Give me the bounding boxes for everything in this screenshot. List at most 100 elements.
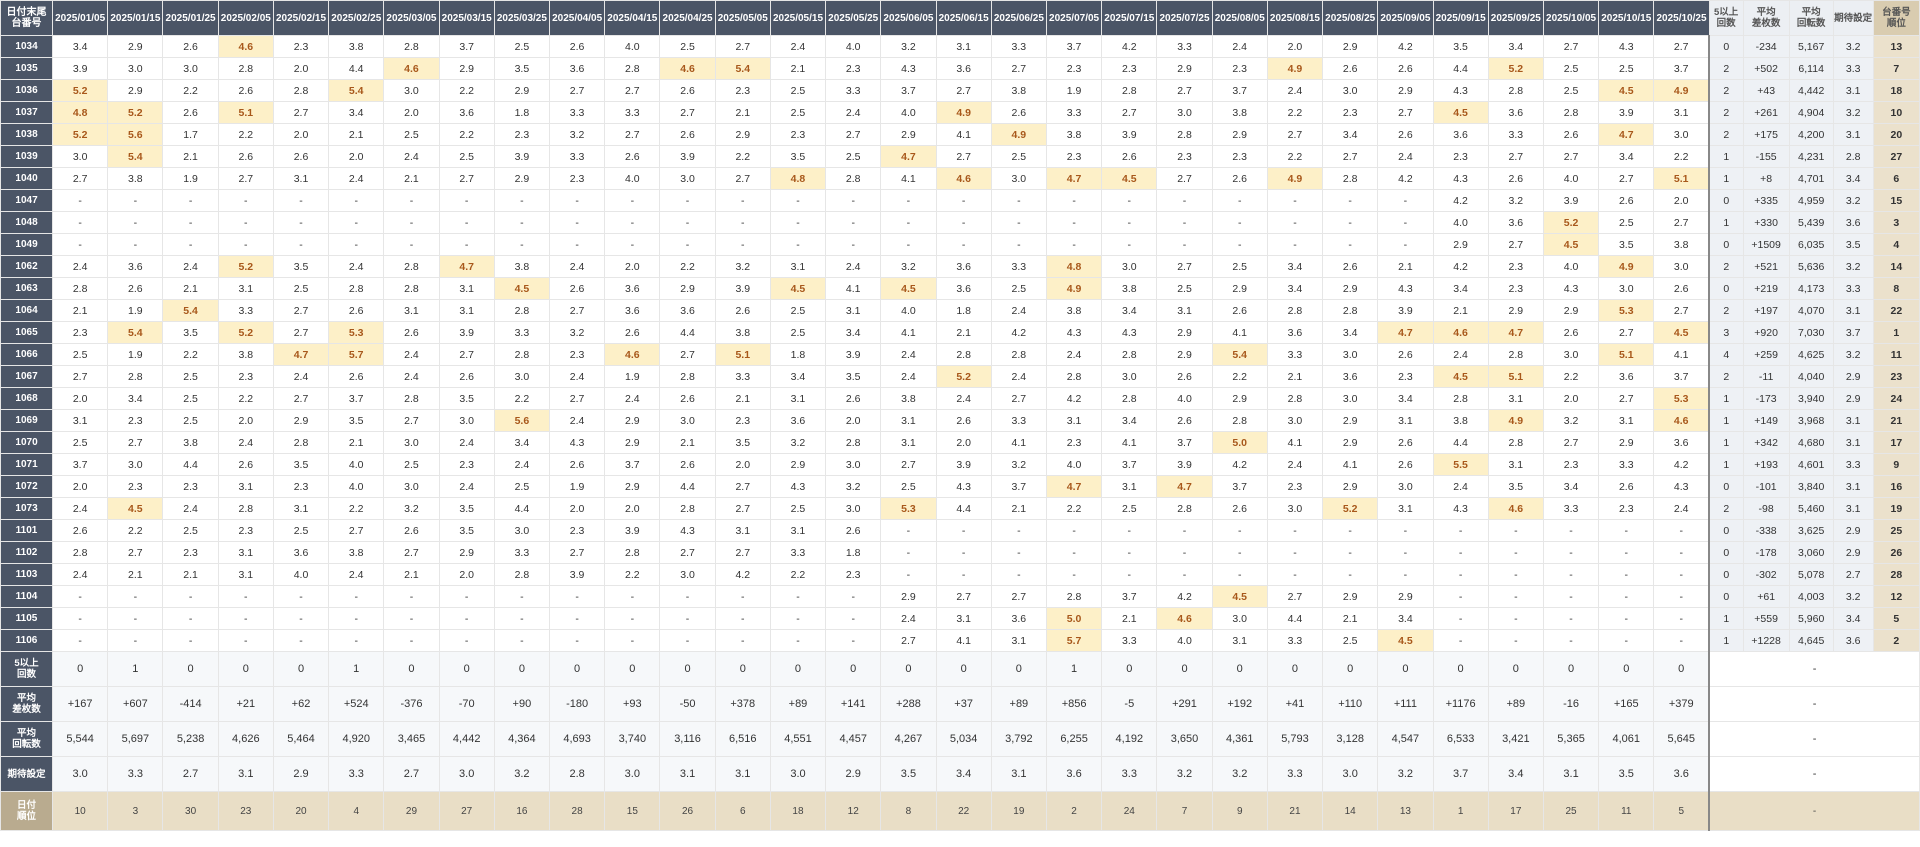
date-header[interactable]: 2025/08/25: [1322, 0, 1379, 36]
value-cell: 2.4: [328, 255, 385, 278]
stat-header[interactable]: 5以上 回数: [1708, 0, 1744, 36]
stat-cell: +920: [1742, 321, 1790, 344]
rank-header[interactable]: 台番号 順位: [1872, 0, 1920, 36]
value-cell: 4.8: [1045, 255, 1103, 278]
date-header[interactable]: 2025/07/15: [1101, 0, 1158, 36]
value-cell: -: [383, 585, 440, 608]
value-cell: 2.3: [714, 79, 771, 102]
value-cell: 5.4: [107, 321, 164, 344]
machine-id[interactable]: 1072: [0, 475, 54, 498]
value-cell: -: [604, 233, 661, 256]
date-header[interactable]: 2025/07/05: [1045, 0, 1103, 36]
date-header[interactable]: 2025/05/15: [769, 0, 827, 36]
machine-id[interactable]: 1103: [0, 563, 54, 586]
machine-id[interactable]: 1106: [0, 629, 54, 652]
machine-id[interactable]: 1071: [0, 453, 54, 476]
value-cell: 5.3: [1653, 387, 1710, 410]
date-header[interactable]: 2025/08/15: [1266, 0, 1324, 36]
machine-id[interactable]: 1064: [0, 299, 54, 322]
date-header[interactable]: 2025/10/15: [1598, 0, 1655, 36]
machine-id[interactable]: 1037: [0, 101, 54, 124]
stat-header[interactable]: 平均 差枚数: [1742, 0, 1790, 36]
date-header[interactable]: 2025/04/25: [659, 0, 716, 36]
stat-header[interactable]: 期待設定: [1832, 0, 1874, 36]
machine-id[interactable]: 1062: [0, 255, 54, 278]
machine-id[interactable]: 1040: [0, 167, 54, 190]
value-cell: 2.9: [272, 409, 330, 432]
machine-id[interactable]: 1038: [0, 123, 54, 146]
machine-id[interactable]: 1101: [0, 519, 54, 542]
machine-id[interactable]: 1070: [0, 431, 54, 454]
machine-id[interactable]: 1049: [0, 233, 54, 256]
machine-id[interactable]: 1035: [0, 57, 54, 80]
machine-id[interactable]: 1105: [0, 607, 54, 630]
date-header[interactable]: 2025/04/15: [604, 0, 661, 36]
stat-header[interactable]: 平均 回転数: [1788, 0, 1834, 36]
value-cell: 2.6: [659, 123, 716, 146]
value-cell: 2.0: [548, 497, 606, 520]
value-cell: 3.6: [990, 607, 1047, 630]
machine-id[interactable]: 1048: [0, 211, 54, 234]
value-cell: 2.7: [659, 541, 716, 564]
summary-cell: 3.4: [935, 756, 992, 792]
value-cell: 2.7: [1156, 255, 1213, 278]
machine-id[interactable]: 1073: [0, 497, 54, 520]
machine-id[interactable]: 1036: [0, 79, 54, 102]
date-header[interactable]: 2025/06/05: [880, 0, 937, 36]
value-cell: -: [1542, 607, 1600, 630]
date-header[interactable]: 2025/10/25: [1653, 0, 1710, 36]
stat-cell: +261: [1742, 101, 1790, 124]
machine-id[interactable]: 1067: [0, 365, 54, 388]
value-cell: 3.8: [1101, 277, 1158, 300]
stat-cell: 3.1: [1832, 497, 1874, 520]
date-header[interactable]: 2025/06/25: [990, 0, 1047, 36]
date-header[interactable]: 2025/03/15: [438, 0, 495, 36]
value-cell: 3.8: [328, 541, 385, 564]
table-row: 1063 2.8 2.6 2.1 3.1 2.5 2.8 2.8 3.1 4.5 2.6 3.6 2.9…: [0, 277, 1920, 300]
machine-id[interactable]: 1047: [0, 189, 54, 212]
value-cell: 2.6: [825, 387, 882, 410]
date-header[interactable]: 2025/05/25: [825, 0, 882, 36]
value-cell: 3.1: [1653, 101, 1710, 124]
value-cell: 2.7: [52, 365, 109, 388]
date-header[interactable]: 2025/01/15: [107, 0, 164, 36]
value-cell: 2.6: [1377, 57, 1434, 80]
date-header[interactable]: 2025/06/15: [935, 0, 992, 36]
machine-id[interactable]: 1065: [0, 321, 54, 344]
date-header[interactable]: 2025/09/15: [1432, 0, 1489, 36]
date-header[interactable]: 2025/09/05: [1377, 0, 1434, 36]
value-cell: 4.5: [1377, 629, 1434, 652]
machine-id[interactable]: 1102: [0, 541, 54, 564]
date-header[interactable]: 2025/01/25: [162, 0, 219, 36]
date-rank-cell: 28: [548, 791, 606, 831]
date-header[interactable]: 2025/02/15: [272, 0, 330, 36]
machine-id[interactable]: 1104: [0, 585, 54, 608]
date-header[interactable]: 2025/08/05: [1211, 0, 1268, 36]
value-cell: 5.7: [328, 343, 385, 366]
summary-cell: 3.7: [1432, 756, 1489, 792]
value-cell: -: [1432, 563, 1489, 586]
date-header[interactable]: 2025/01/05: [52, 0, 109, 36]
date-header[interactable]: 2025/10/05: [1542, 0, 1600, 36]
value-cell: 3.6: [1266, 321, 1324, 344]
date-header[interactable]: 2025/09/25: [1487, 0, 1544, 36]
date-header[interactable]: 2025/07/25: [1156, 0, 1213, 36]
machine-id[interactable]: 1034: [0, 35, 54, 58]
machine-id[interactable]: 1068: [0, 387, 54, 410]
date-header[interactable]: 2025/03/25: [493, 0, 551, 36]
date-rank-cell: 22: [935, 791, 992, 831]
date-header[interactable]: 2025/04/05: [548, 0, 606, 36]
date-header[interactable]: 2025/02/25: [328, 0, 385, 36]
value-cell: -: [1487, 563, 1544, 586]
machine-id[interactable]: 1063: [0, 277, 54, 300]
date-header[interactable]: 2025/03/05: [383, 0, 440, 36]
machine-id[interactable]: 1066: [0, 343, 54, 366]
value-cell: 2.3: [162, 541, 219, 564]
machine-id[interactable]: 1069: [0, 409, 54, 432]
date-header[interactable]: 2025/02/05: [217, 0, 274, 36]
value-cell: 4.3: [1045, 321, 1103, 344]
value-cell: 4.0: [1432, 211, 1489, 234]
date-header[interactable]: 2025/05/05: [714, 0, 771, 36]
machine-id[interactable]: 1039: [0, 145, 54, 168]
value-cell: 2.0: [272, 57, 330, 80]
